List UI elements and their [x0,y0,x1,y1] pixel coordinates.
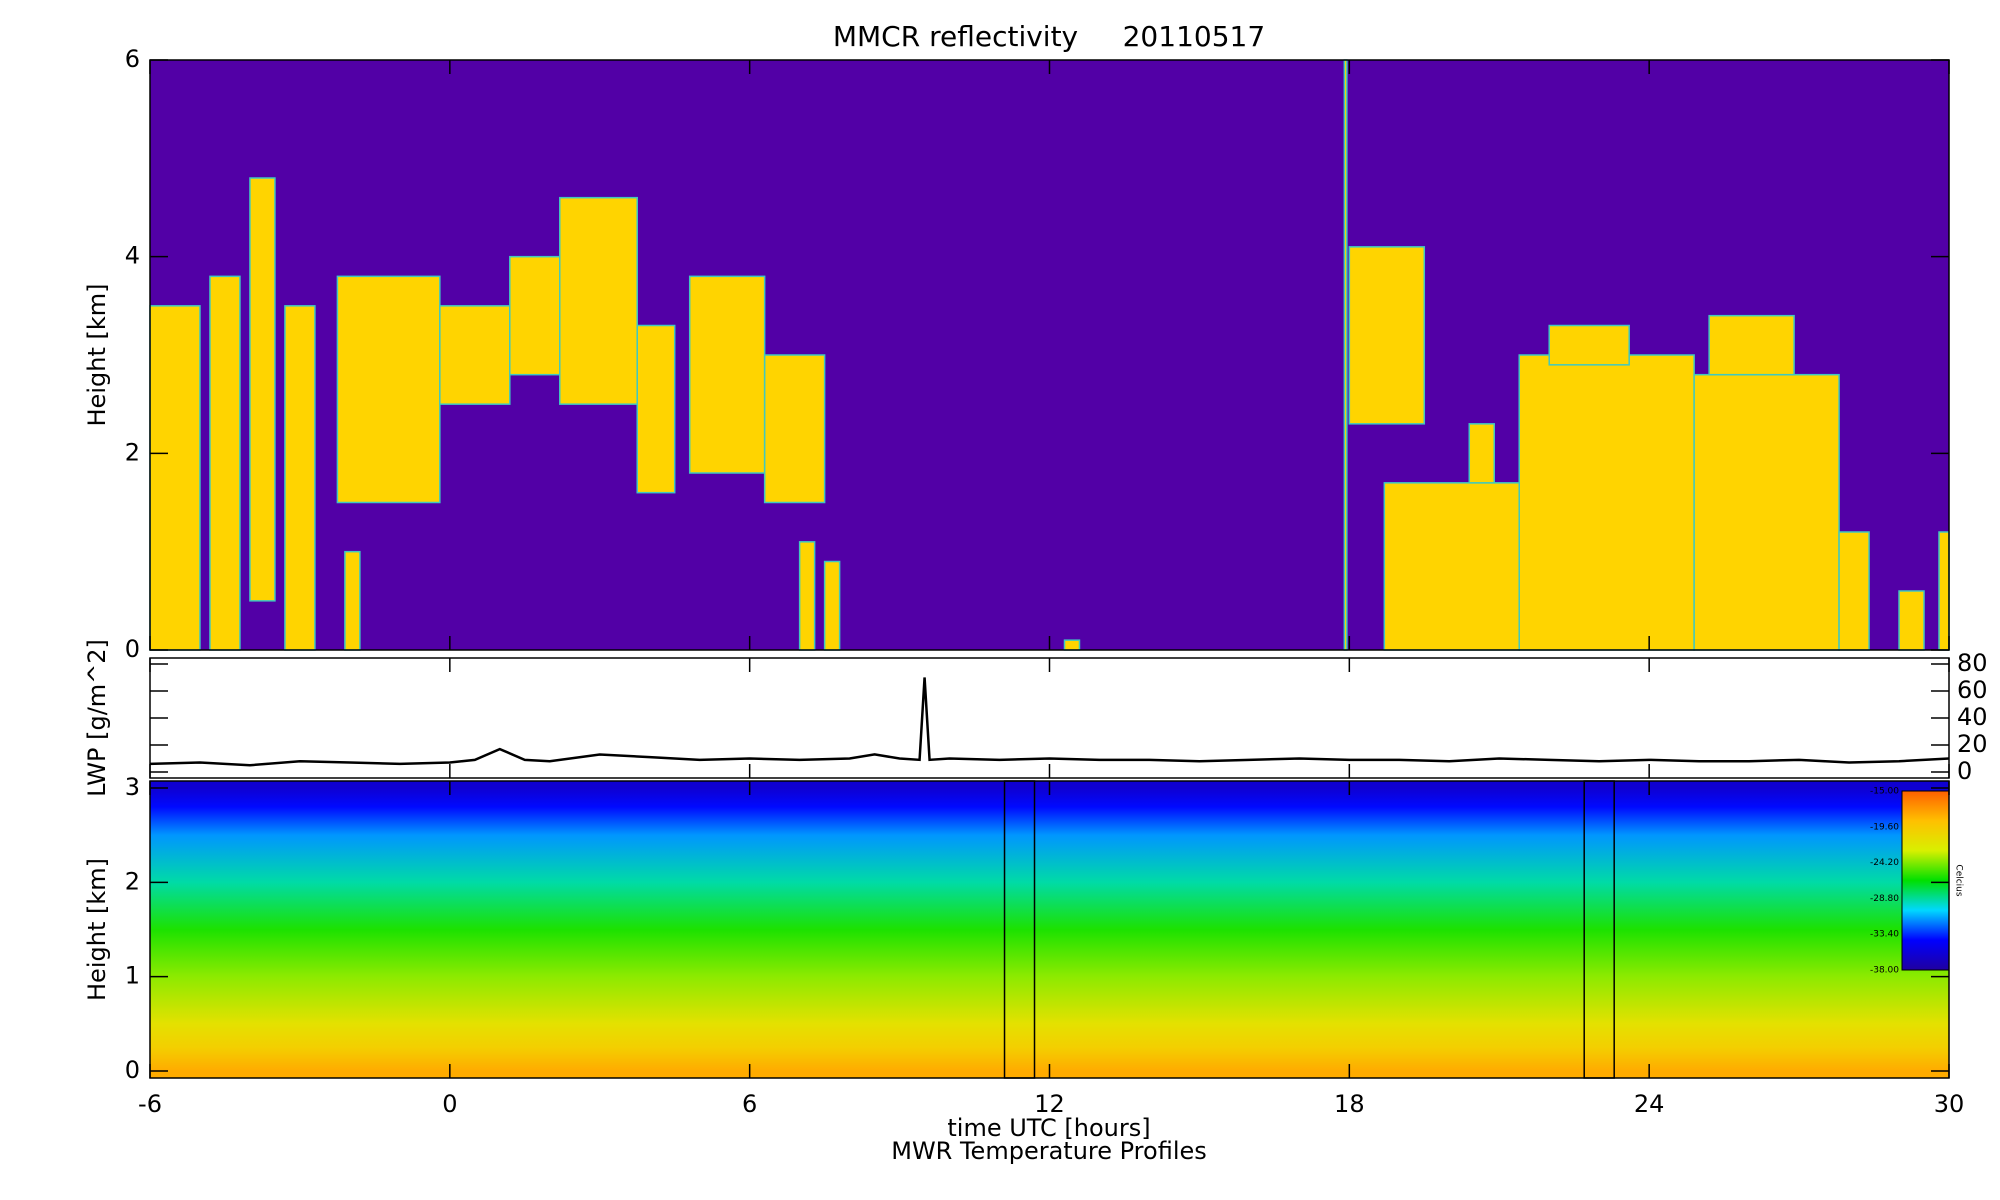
cloud-region [1348,246,1426,425]
colorbar-tick-label: -24.20 [1870,858,1899,868]
cloud-region [1548,324,1630,366]
cloud-region [1518,354,1695,651]
cloud-region [1693,373,1840,651]
y-tick-label: 60 [1957,676,1988,704]
cloud-region [1938,531,1950,651]
y-tick-label: 20 [1957,730,1988,758]
colorbar-tick-label: -19.60 [1870,822,1899,832]
y-axis-label: Height [km] [83,284,111,427]
chart-title: MMCR reflectivity 20110517 [833,20,1265,53]
cloud-region [336,275,441,504]
cloud-region [1383,482,1520,651]
colorbar-tick-label: -15.00 [1870,787,1899,797]
cloud-region [509,255,566,376]
y-tick-label: 0 [1957,757,1972,785]
cloud-region [1838,531,1870,651]
x-tick-label: 24 [1634,1090,1665,1118]
x-tick-label: 6 [742,1090,757,1118]
cloud-region [1708,314,1795,376]
x-tick-label: -6 [138,1090,162,1118]
colorbar-tick-label: -28.80 [1870,894,1899,904]
cloud-region [559,196,638,405]
y-tick-label: 2 [125,438,140,466]
cloud-region [636,324,676,494]
y-axis-label: LWP [g/m^2] [83,639,111,797]
lwp-line [149,677,1950,767]
cloud-region [439,305,511,405]
y-axis-label: Height [km] [83,858,111,1001]
cloud-region [209,275,241,651]
x-tick-label: 18 [1334,1090,1365,1118]
y-tick-label: 2 [125,867,140,895]
x-tick-label: 12 [1034,1090,1065,1118]
y-tick-label: 3 [125,773,140,801]
y-tick-label: 4 [125,242,140,270]
colorbar [1901,790,1950,971]
temperature-field [150,781,1949,1078]
y-tick-label: 80 [1957,649,1988,677]
x-tick-label: 30 [1934,1090,1965,1118]
cloud-region [1063,639,1081,651]
y-tick-label: 0 [125,1056,140,1084]
cloud-region [1898,590,1925,651]
y-tick-label: 1 [125,962,140,990]
caption: MWR Temperature Profiles [891,1137,1207,1165]
cloud-region [149,305,201,651]
y-tick-label: 6 [125,45,140,73]
cloud-region [1468,423,1496,484]
colorbar-tick-label: -38.00 [1870,966,1899,976]
y-tick-label: 0 [125,635,140,663]
colorbar-tick-label: -33.40 [1870,930,1899,940]
cloud-region [823,560,841,651]
cloud-region [798,541,816,651]
cloud-region [284,305,316,651]
cloud-region [344,550,361,651]
x-tick-label: 0 [442,1090,457,1118]
cloud-region [763,354,826,504]
cloud-region [1343,59,1348,651]
cloud-region [688,275,766,474]
y-tick-label: 40 [1957,703,1988,731]
colorbar-label: Celcius [1954,864,1964,896]
cloud-region [249,177,276,602]
x-axis-label: time UTC [hours] [947,1114,1150,1142]
